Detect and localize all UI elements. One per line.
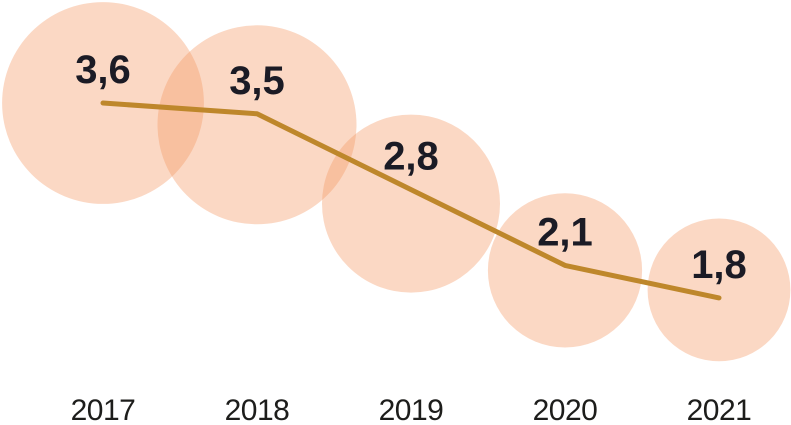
value-label-2021: 1,8 — [691, 243, 747, 287]
value-label-2018: 3,5 — [229, 59, 285, 103]
trend-line-layer — [100, 100, 722, 301]
value-label-2017: 3,6 — [75, 48, 131, 92]
year-label-2021: 2021 — [687, 394, 752, 425]
year-label-2017: 2017 — [71, 394, 136, 425]
bubbles-layer — [2, 2, 791, 362]
bubble-2020 — [487, 193, 643, 348]
value-label-2020: 2,1 — [537, 210, 593, 254]
trend-line — [100, 100, 722, 301]
bubble-2018 — [157, 25, 357, 225]
year-axis-layer: 2017 2018 2019 2020 2021 — [71, 394, 752, 425]
year-label-2020: 2020 — [533, 394, 598, 425]
year-label-2019: 2019 — [379, 394, 444, 425]
bubble-2019 — [322, 114, 500, 293]
value-labels-layer: 3,6 3,5 2,8 2,1 1,8 — [75, 48, 747, 287]
year-label-2018: 2018 — [225, 394, 290, 425]
bubble-2021 — [647, 218, 791, 362]
value-label-2019: 2,8 — [383, 135, 439, 179]
